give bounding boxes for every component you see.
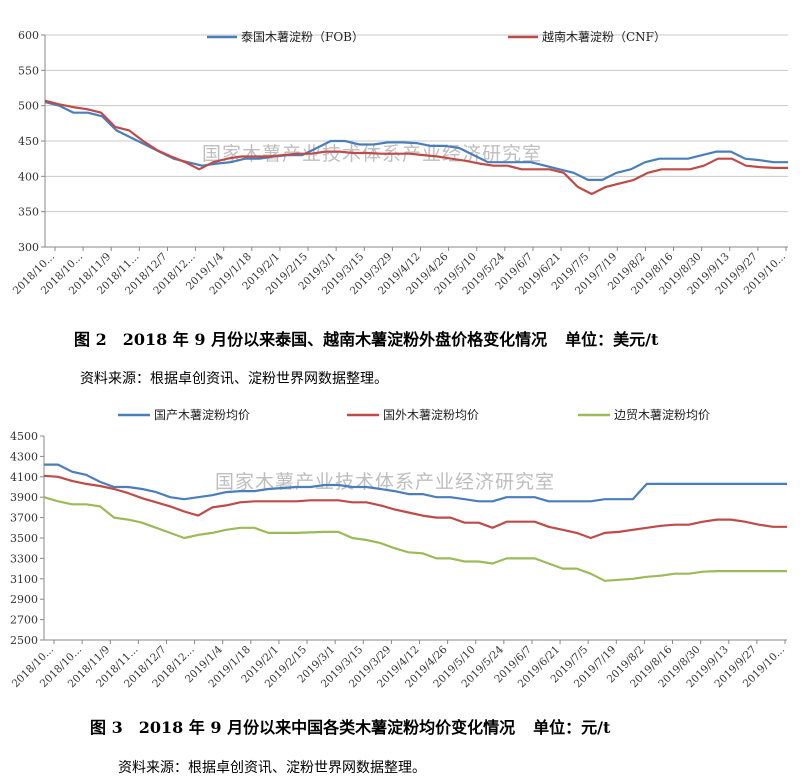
y-tick-label: 300	[18, 241, 39, 254]
figure2-caption: 图 2 2018 年 9 月份以来泰国、越南木薯淀粉外盘价格变化情况 单位：美元/…	[74, 326, 658, 350]
series-line-2	[44, 99, 788, 196]
chart-china-cassava-starch-prices: 2500 2700 2900 3100 3300 3500 3700 3900 4100 4300…	[10, 408, 787, 690]
y-tick-label: 4100	[10, 471, 38, 484]
legend-label-3: 边贸木薯淀粉均价	[614, 408, 710, 422]
y-tick-label: 2700	[10, 614, 38, 627]
figure3-unit: 单位：元/t	[533, 718, 611, 737]
y-tick-label: 4300	[10, 450, 38, 463]
figure2-source: 资料来源：根据卓创资讯、淀粉世界网数据整理。	[80, 371, 388, 387]
y-axis: 2500 2700 2900 3100 3300 3500 3700 3900 4100 4300…	[10, 430, 45, 647]
legend: 国产木薯淀粉均价 国外木薯淀粉均价 边贸木薯淀粉均价	[118, 408, 710, 422]
y-tick-label: 600	[18, 29, 39, 42]
y-tick-label: 4500	[10, 430, 38, 443]
series-line-2	[43, 474, 787, 540]
y-tick-label: 450	[18, 135, 39, 148]
figure2-caption-text: 图 2 2018 年 9 月份以来泰国、越南木薯淀粉外盘价格变化情况	[74, 330, 548, 349]
legend-label-2: 越南木薯淀粉（CNF）	[542, 29, 666, 44]
y-tick-label: 2500	[10, 634, 38, 647]
figure2-unit: 单位：美元/t	[565, 330, 659, 349]
legend: 泰国木薯淀粉（FOB） 越南木薯淀粉（CNF）	[207, 29, 666, 44]
y-tick-label: 3300	[10, 552, 38, 565]
y-tick-label: 550	[18, 64, 39, 77]
y-axis: 300 350 400 450 500 550 600	[18, 29, 788, 254]
chart-thai-vietnam-fob-cnf: 300 350 400 450 500 550 600 2018/10...2018/10..…	[11, 29, 788, 297]
y-tick-label: 2900	[10, 593, 38, 606]
x-axis: 2018/10...2018/10...2018/11/92018/11...2…	[11, 246, 788, 297]
figure3-source: 资料来源：根据卓创资讯、淀粉世界网数据整理。	[118, 760, 426, 776]
figure3-caption-text: 图 3 2018 年 9 月份以来中国各类木薯淀粉均价变化情况	[90, 718, 516, 737]
y-tick-label: 3500	[10, 532, 38, 545]
y-tick-label: 400	[18, 170, 39, 183]
series-line-1	[44, 463, 787, 503]
y-tick-label: 500	[18, 100, 39, 113]
y-tick-label: 3900	[10, 491, 38, 504]
x-axis: 2018/10...2018/10...2018/11/92018/11...2…	[10, 639, 787, 690]
series-line-3	[43, 496, 787, 582]
y-tick-label: 350	[18, 206, 39, 219]
legend-label-1: 国产木薯淀粉均价	[154, 408, 250, 422]
figure3-caption: 图 3 2018 年 9 月份以来中国各类木薯淀粉均价变化情况 单位：元/t	[90, 714, 610, 738]
legend-label-1: 泰国木薯淀粉（FOB）	[241, 30, 364, 44]
y-tick-label: 3700	[10, 512, 38, 525]
y-tick-label: 3100	[10, 573, 38, 586]
legend-label-2: 国外木薯淀粉均价	[383, 408, 479, 422]
